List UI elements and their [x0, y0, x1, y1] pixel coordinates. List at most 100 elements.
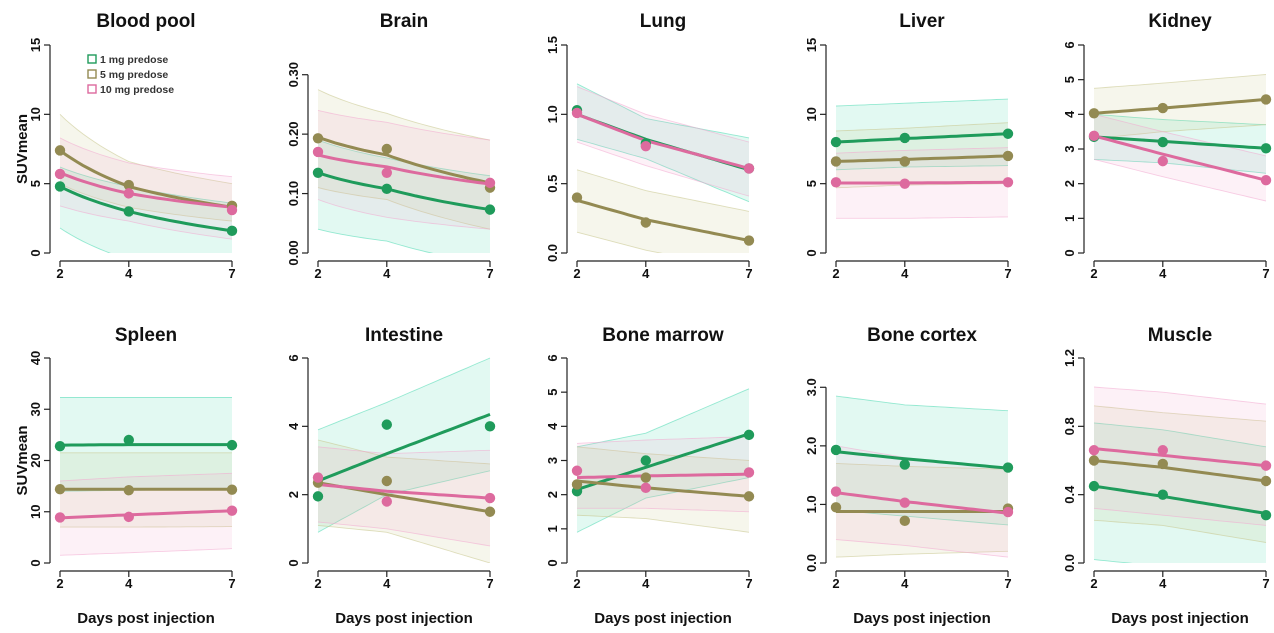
x-tick-label: 7: [228, 576, 235, 591]
x-tick-label: 4: [901, 266, 909, 281]
fit-line-1-mg-predose: [1093, 135, 1267, 150]
data-point-10-mg-predose: [312, 146, 324, 158]
fit-line-10-mg-predose: [576, 472, 750, 480]
data-point-10-mg-predose: [226, 505, 238, 516]
fit-line-5-mg-predose: [59, 149, 233, 209]
ci-lower-10-mg-predose: [59, 205, 233, 240]
x-axis-label: Days post injection: [335, 610, 473, 627]
data-point-10-mg-predose: [1157, 445, 1169, 456]
ci-band-10-mg-predose: [60, 137, 232, 240]
ci-lower-1-mg-predose: [1093, 158, 1267, 174]
data-point-5-mg-predose: [312, 133, 324, 144]
x-tick-label: 4: [901, 576, 909, 591]
y-tick-label: 0: [28, 249, 43, 256]
panel-bone-marrow: Bone marrow 0 1 2 3 4 5 6 2 4 7 Days post injection: [545, 325, 755, 627]
x-tick-label: 4: [1159, 266, 1167, 281]
data-point-5-mg-predose: [123, 179, 134, 191]
ci-upper-1-mg-predose: [576, 388, 750, 448]
fit-line-5-mg-predose: [576, 479, 750, 498]
fit-line-1-mg-predose: [317, 171, 491, 212]
x-tick-label: 7: [486, 266, 493, 281]
x-tick-label: 7: [1262, 576, 1269, 591]
ci-lower-10-mg-predose: [59, 548, 233, 556]
ci-band-5-mg-predose: [1094, 405, 1266, 543]
ci-lower-5-mg-predose: [835, 550, 1009, 558]
ci-band-1-mg-predose: [1094, 422, 1266, 563]
x-tick-label: 2: [1090, 576, 1097, 591]
data-point-10-mg-predose: [1002, 177, 1014, 188]
plot-area: [1093, 386, 1267, 563]
y-tick-label: 6: [1062, 41, 1077, 48]
data-point-10-mg-predose: [743, 163, 755, 174]
y-tick-label: 0: [28, 559, 43, 566]
legend-swatch-10-mg-predose: [87, 84, 97, 94]
data-point-1-mg-predose: [1260, 143, 1272, 154]
ci-upper-10-mg-predose: [835, 147, 1009, 154]
data-point-5-mg-predose: [830, 502, 842, 513]
data-point-10-mg-predose: [899, 178, 910, 189]
data-point-1-mg-predose: [312, 491, 324, 502]
ci-upper-5-mg-predose: [1093, 405, 1267, 422]
fit-line-1-mg-predose: [1093, 484, 1267, 515]
y-tick-label: 0: [545, 559, 560, 566]
ci-lower-10-mg-predose: [577, 507, 750, 513]
ci-upper-5-mg-predose: [576, 169, 750, 212]
ci-upper-5-mg-predose: [317, 439, 491, 465]
data-point-1-mg-predose: [381, 419, 392, 430]
data-point-10-mg-predose: [571, 465, 583, 476]
y-tick-label: 4: [1062, 110, 1077, 118]
data-point-10-mg-predose: [830, 486, 842, 497]
data-point-1-mg-predose: [484, 421, 496, 432]
ci-upper-1-mg-predose: [1093, 422, 1267, 448]
x-tick-label: 7: [745, 266, 752, 281]
x-tick-label: 4: [125, 576, 133, 591]
legend: 1 mg predose 5 mg predose 10 mg predose: [87, 54, 174, 96]
fit-line-1-mg-predose: [835, 450, 1009, 470]
ci-upper-10-mg-predose: [576, 86, 750, 143]
ci-lower-10-mg-predose: [576, 141, 750, 197]
fit-line-1-mg-predose: [835, 132, 1009, 144]
panel-title: Bone marrow: [602, 325, 724, 346]
legend-label: 1 mg predose: [100, 54, 168, 66]
data-point-10-mg-predose: [899, 497, 910, 508]
y-axis-label: SUVmean: [14, 114, 31, 184]
panel-title: Liver: [899, 11, 945, 32]
y-tick-label: 10: [28, 505, 43, 519]
data-point-10-mg-predose: [226, 204, 238, 216]
data-point-1-mg-predose: [830, 136, 842, 148]
data-point-5-mg-predose: [899, 515, 910, 527]
fit-line-10-mg-predose: [1093, 134, 1267, 182]
legend-swatch-5-mg-predose: [87, 69, 97, 79]
ci-upper-1-mg-predose: [317, 357, 491, 431]
data-point-10-mg-predose: [123, 188, 134, 199]
y-tick-label: 0.5: [545, 175, 560, 193]
fit-line-10-mg-predose: [1093, 447, 1267, 468]
panel-lung: Lung 0.0 0.5 1.0 1.5 2 4 7: [545, 11, 755, 281]
data-point-1-mg-predose: [381, 183, 392, 195]
ci-lower-5-mg-predose: [835, 183, 1008, 189]
data-point-1-mg-predose: [899, 132, 910, 144]
y-tick-label: 1.2: [1062, 349, 1077, 367]
data-point-10-mg-predose: [1088, 445, 1100, 456]
ci-lower-5-mg-predose: [1093, 519, 1267, 543]
y-tick-label: 2: [1062, 180, 1077, 187]
x-tick-label: 2: [1090, 266, 1097, 281]
ci-lower-1-mg-predose: [576, 477, 750, 533]
fit-line-1-mg-predose: [60, 443, 232, 447]
y-tick-label: 0.10: [286, 181, 301, 206]
panel-blood-pool: Blood pool 0 5 10 15 2 4 7 SUVmean 1 mg predose 5 …: [14, 11, 238, 281]
data-point-5-mg-predose: [743, 491, 755, 502]
panel-kidney: Kidney 0 1 2 3 4 5 6 2 4 7: [1062, 11, 1272, 281]
y-tick-label: 5: [28, 180, 43, 187]
y-tick-label: 0: [286, 559, 301, 566]
y-tick-label: 10: [28, 107, 43, 121]
data-point-5-mg-predose: [1002, 150, 1014, 162]
ci-upper-10-mg-predose: [576, 436, 750, 444]
x-tick-label: 2: [314, 266, 321, 281]
y-tick-label: 0.8: [1062, 417, 1077, 435]
fit-line-10-mg-predose: [317, 482, 491, 500]
panel-liver: Liver 0 5 10 15 2 4 7: [804, 11, 1014, 281]
ci-upper-5-mg-predose: [317, 89, 491, 141]
ci-lower-1-mg-predose: [576, 138, 750, 203]
ci-upper-1-mg-predose: [835, 98, 1009, 107]
